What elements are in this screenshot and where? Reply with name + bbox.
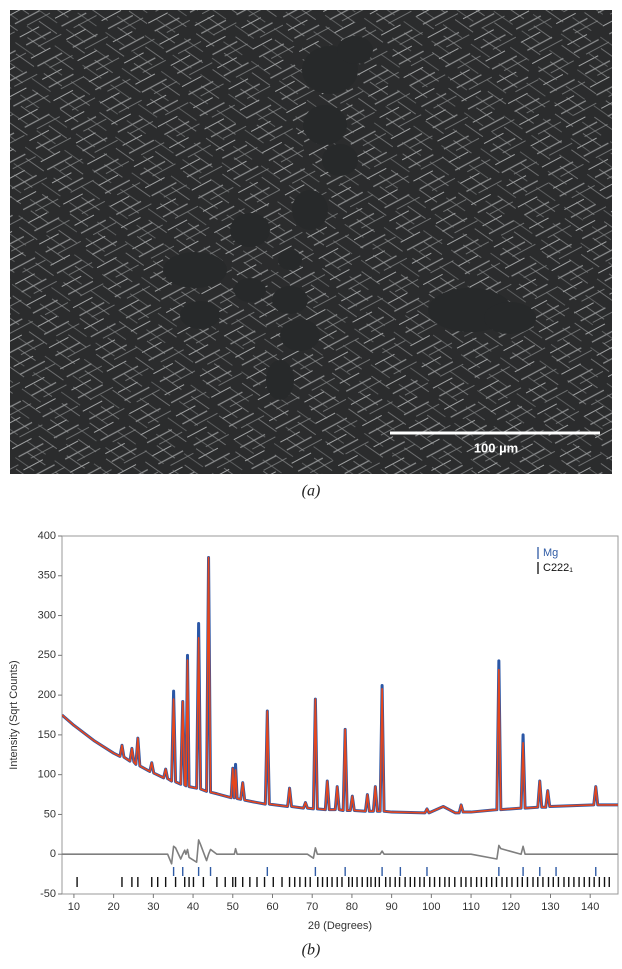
scale-bar-label: 100 µm [474,440,518,455]
figure: 100 µm (a) Intensity (Sqrt Counts) 2θ (D… [0,0,622,964]
y-axis-label: Intensity (Sqrt Counts) [8,660,20,769]
data-line [62,557,618,812]
x-tick-label: 20 [108,901,120,913]
x-tick-label: 80 [346,901,358,913]
plot-area [62,557,618,887]
x-axis-label: 2θ (Degrees) [308,920,372,932]
y-tick-label: 250 [38,649,56,661]
data-line [62,557,618,812]
page: 100 µm (a) Intensity (Sqrt Counts) 2θ (D… [0,0,622,964]
y-tick-label: 0 [50,848,56,860]
x-tick-label: 130 [541,901,559,913]
y-tick-label: -50 [40,888,56,900]
y-tick-label: 350 [38,570,56,582]
data-line [62,840,618,864]
x-tick-label: 140 [581,901,599,913]
x-tick-label: 30 [147,901,159,913]
y-tick-label: 150 [38,729,56,741]
plot-frame [62,536,618,894]
y-tick-label: 50 [44,808,56,820]
x-tick-label: 70 [306,901,318,913]
x-tick-label: 60 [266,901,278,913]
x-tick-label: 110 [462,901,480,913]
caption-b: (b) [302,942,321,959]
x-tick-label: 120 [502,901,520,913]
legend-label: Mg [543,547,558,559]
legend-label: C222₁ [543,562,573,574]
x-tick-label: 40 [187,901,199,913]
caption-a: (a) [302,483,321,500]
y-tick-label: 100 [38,769,56,781]
x-tick-label: 90 [386,901,398,913]
x-tick-label: 10 [68,901,80,913]
y-tick-label: 400 [38,530,56,542]
micrograph: 100 µm [10,10,612,474]
y-tick-label: 200 [38,689,56,701]
y-tick-label: 300 [38,609,56,621]
x-tick-label: 50 [227,901,239,913]
x-tick-label: 100 [422,901,440,913]
